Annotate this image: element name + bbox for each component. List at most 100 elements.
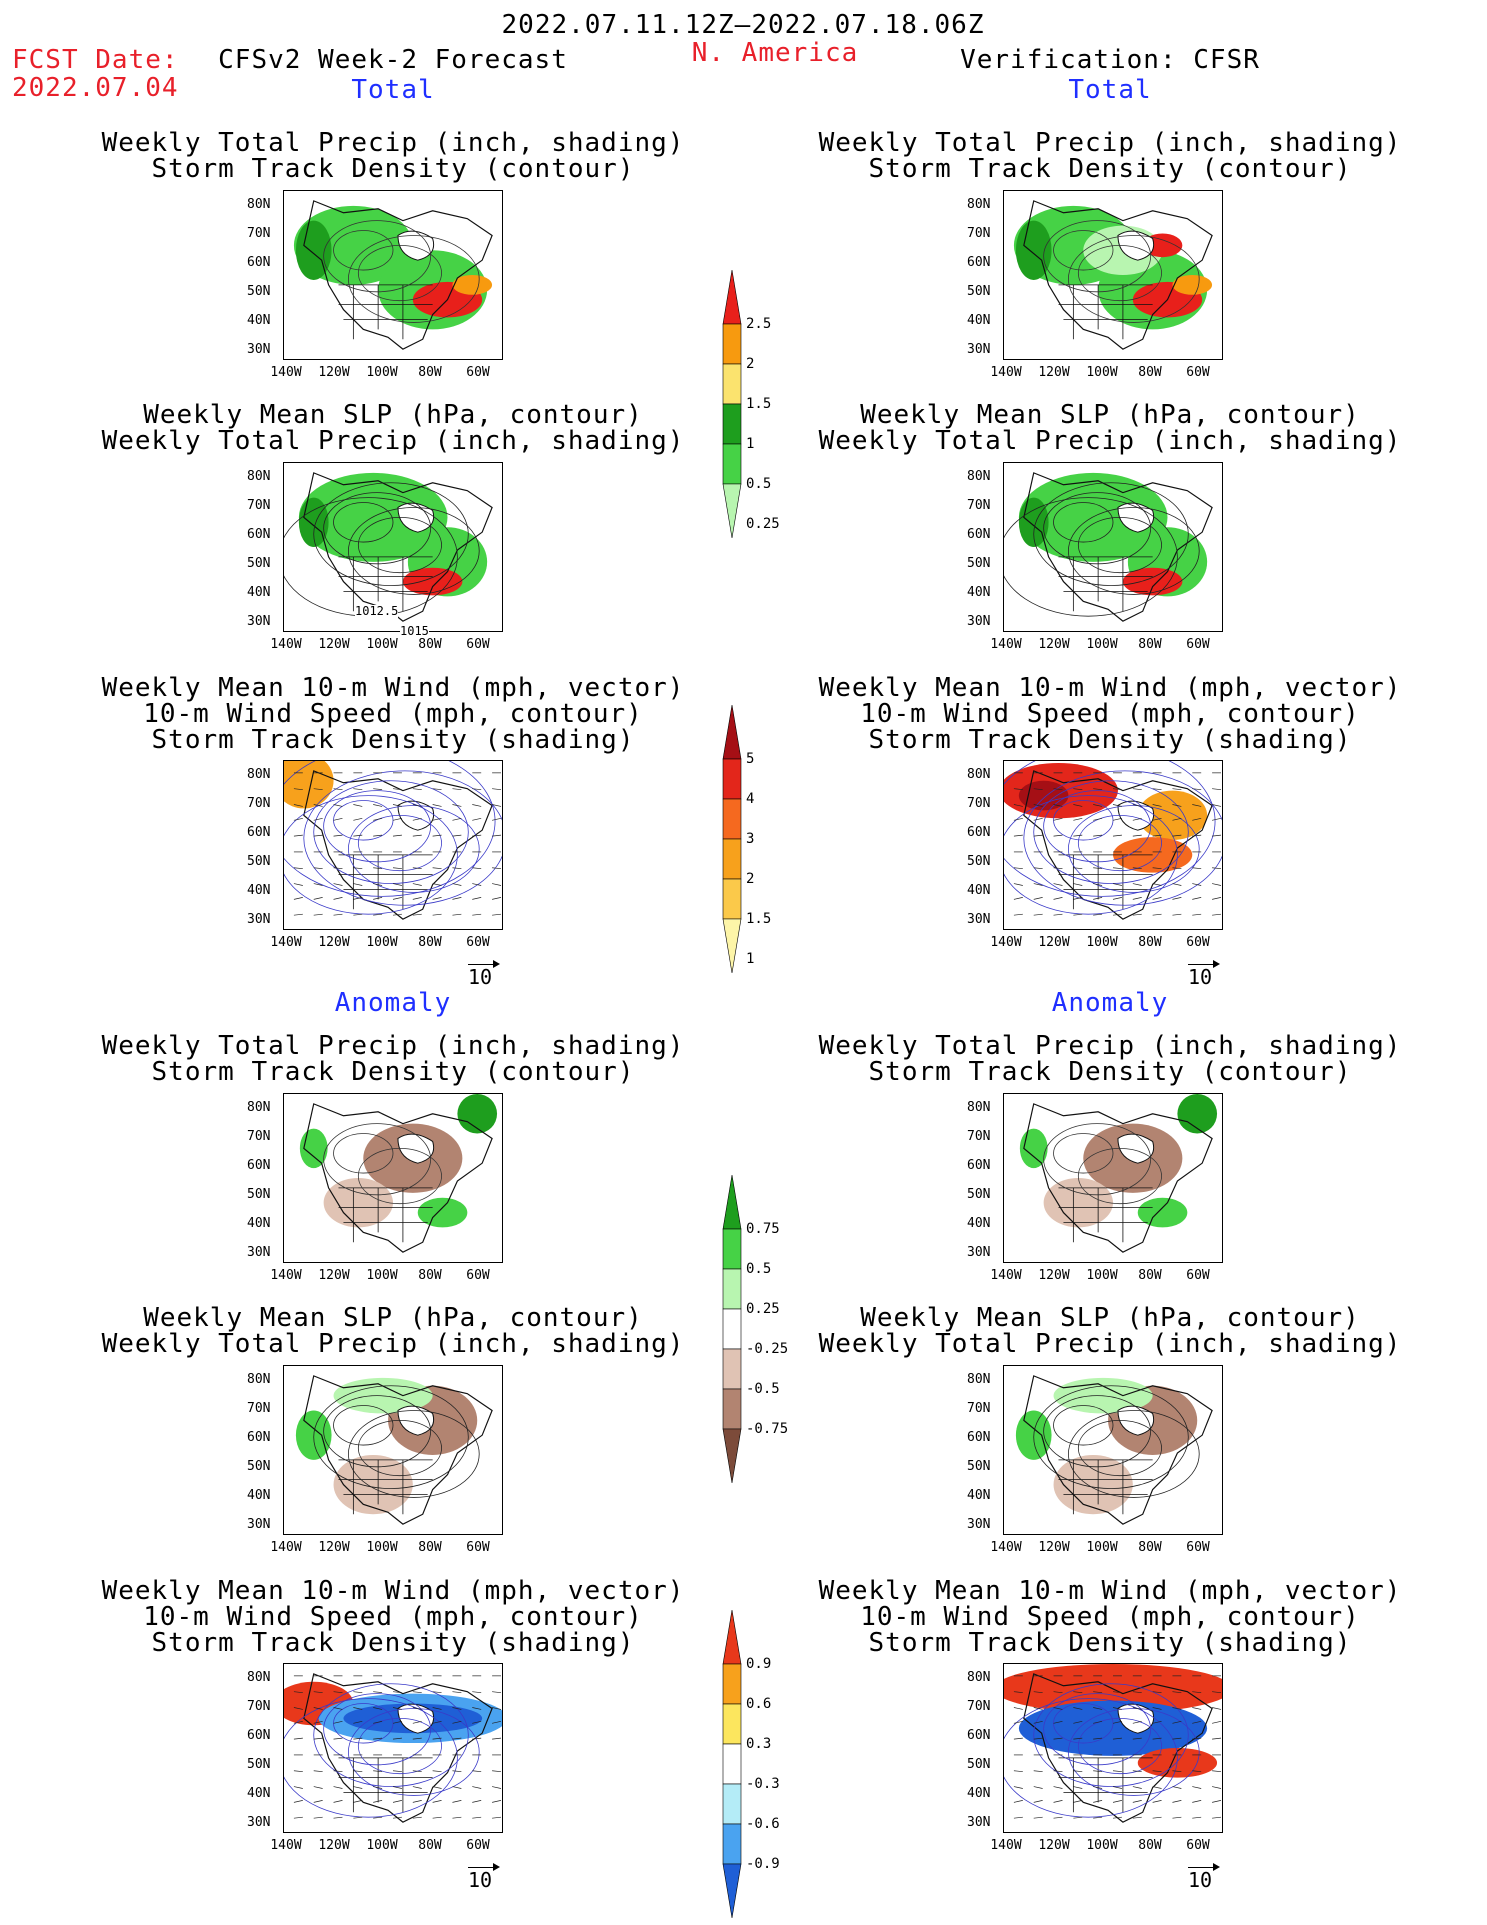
lat-tick-label: 50N [247,1187,271,1202]
fcst-date-label: FCST Date: [12,45,179,75]
lat-tick-label: 60N [967,1158,991,1173]
wind-vector [1152,897,1162,900]
lat-tick-label: 60N [967,825,991,840]
wind-vector [293,804,303,807]
wind-vector [412,1691,422,1694]
wind-vector [1132,867,1142,870]
colorbar-label: -0.9 [746,1856,780,1872]
slp-contour [323,492,432,565]
wind-vector [333,788,343,791]
wind-vector [1192,883,1202,886]
wind-speed-contour [357,1717,442,1775]
state-borders [1058,854,1153,910]
wind-vector [1112,788,1122,791]
lon-tick-label: 120W [318,365,350,380]
colorbar-label: 2 [746,871,755,887]
lat-tick-label: 40N [967,313,991,328]
wind-vector [373,788,383,791]
colorbar-label: 1 [746,951,755,967]
wind-vector [293,834,303,837]
wind-vector [432,1707,442,1710]
wind-vector [1013,1720,1023,1724]
wind-vector [1112,804,1122,807]
wind-vector [333,1786,343,1789]
wind-vector [353,1800,363,1803]
wind-vector [1073,1720,1083,1724]
lon-tick-label: 100W [1086,935,1118,950]
lat-tick-label: 60N [247,255,271,270]
wind-vector [1212,883,1222,886]
slp-contour [1068,507,1200,595]
wind-vector [1152,1691,1162,1694]
wind-vector [1013,788,1023,791]
wind-vector [1132,788,1142,791]
panel-title-line: 10-m Wind Speed (mph, contour) [860,1602,1360,1632]
wind-vector [392,1691,402,1694]
coastline [1023,200,1213,350]
wind-vector [313,867,323,870]
wind-vector [1053,1800,1063,1803]
slp-contour [1068,1410,1200,1498]
lon-tick-label: 60W [466,637,490,652]
coastline [1023,1103,1213,1253]
wind-vector [492,1786,502,1789]
wind-vector [1132,834,1142,837]
precip-shading [1015,220,1052,280]
slp-contour [357,1419,442,1477]
precip-shading [298,472,448,562]
lat-tick-label: 70N [247,226,271,241]
wind-vector [432,867,442,870]
lat-tick-label: 30N [967,614,991,629]
date-range-title: 2022.07.11.12Z–2022.07.18.06Z [501,10,985,40]
panel-title-line: Weekly Total Precip (inch, shading) [101,1031,685,1061]
wind-vector [1013,1800,1023,1803]
wind-vector [452,1691,462,1694]
wind-vector [1112,1691,1122,1694]
wind-vector [1112,883,1122,886]
wind-vector [1192,834,1202,837]
colorbar-storm_anom [722,1609,742,1919]
state-borders [1058,1459,1153,1515]
colorbar-label: 1 [746,436,755,452]
wind-speed-contour [313,1683,469,1787]
wind-vector [1033,804,1043,807]
wind-speed-contour [1068,1708,1200,1796]
wind-vector [472,817,482,821]
colorbar-label: 0.3 [746,1736,772,1752]
slp-contour [357,516,442,574]
map-panel [1003,1365,1223,1535]
lat-tick-label: 50N [967,284,991,299]
wind-vector [333,897,343,900]
colorbar-segment [722,363,742,405]
wind-vector [293,1720,303,1724]
colorbar-segment [722,1228,742,1270]
wind-vector [1192,1770,1202,1773]
precip-anom-shading [1177,1094,1218,1134]
wind-vector [1192,1737,1202,1740]
wind-speed-contour [348,805,480,893]
wind-vector [1013,1737,1023,1740]
wind-vector [1152,883,1162,886]
wind-vector [1112,897,1122,900]
wind-vector [1033,1707,1043,1710]
wind-vector [1212,1707,1222,1710]
state-borders [1058,284,1153,340]
lon-tick-label: 60W [466,1268,490,1283]
wind-vector [1112,1770,1122,1773]
lat-tick-label: 40N [247,1216,271,1231]
vector-reference-value: 10 [468,965,493,989]
wind-vector [452,1786,462,1789]
storm-track-contour [323,220,432,293]
colorbar-segment [722,1308,742,1350]
wind-vector [1212,897,1222,900]
wind-vector [392,804,402,807]
lon-tick-label: 140W [990,1540,1022,1555]
wind-vector [452,913,462,916]
wind-vector [392,1720,402,1724]
wind-vector [1172,1720,1182,1724]
wind-vector [373,913,383,916]
lon-tick-label: 60W [1186,1268,1210,1283]
wind-vector [1033,834,1043,837]
wind-vector [1152,1786,1162,1789]
wind-vector [1053,834,1063,837]
